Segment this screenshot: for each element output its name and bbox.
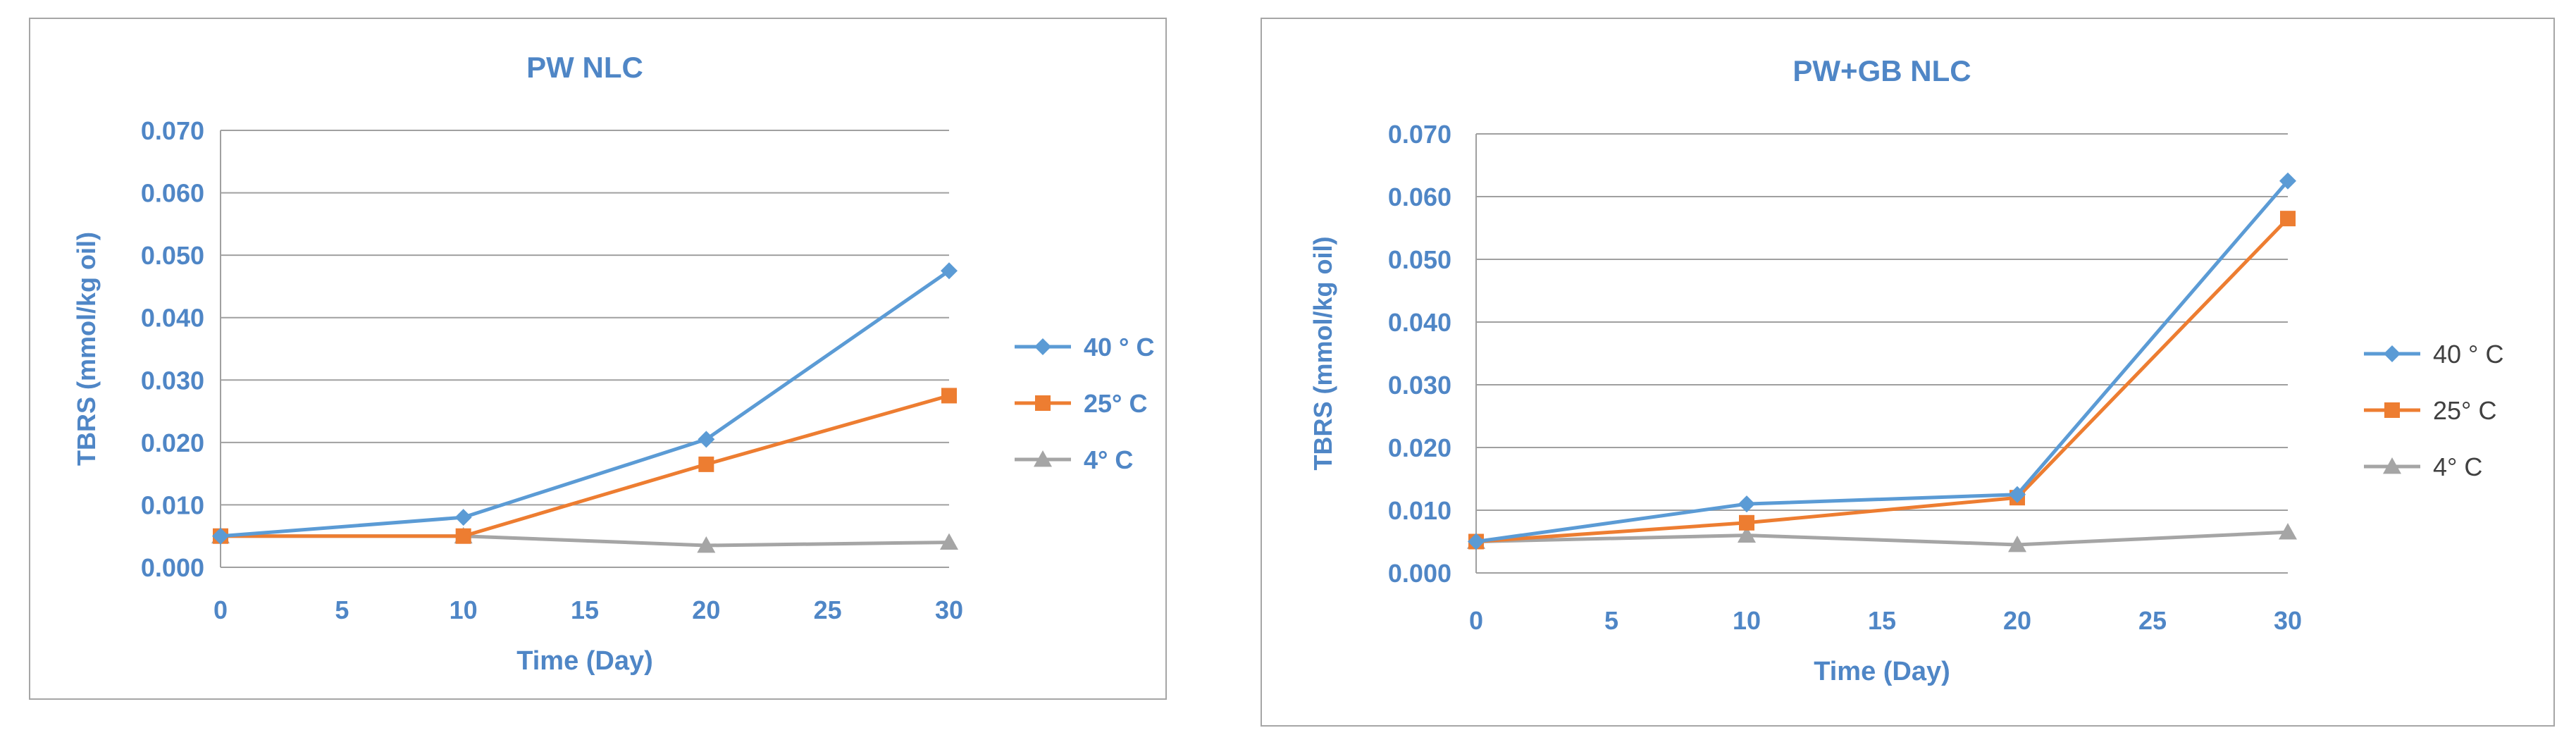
y-tick-label: 0.000 xyxy=(1388,559,1451,588)
data-point xyxy=(1739,514,1754,531)
y-tick-label: 0.040 xyxy=(141,304,204,333)
series-line xyxy=(221,394,950,538)
legend: 40 ° C 25° C 4° C xyxy=(1015,333,1154,474)
x-tick-label: 25 xyxy=(814,595,842,624)
legend-label: 4° C xyxy=(2433,452,2482,481)
legend-marker xyxy=(1034,338,1051,355)
x-axis-label: Time (Day) xyxy=(1814,657,1950,686)
data-point xyxy=(455,528,471,544)
chart-panel-1: PW NLC 0.000 0.010 0.020 0.030 0.040 0.050 0.06… xyxy=(29,18,1167,700)
data-point xyxy=(2008,535,2026,552)
x-tick-label: 5 xyxy=(1604,606,1618,635)
x-tick-label: 15 xyxy=(1868,606,1896,635)
legend-marker xyxy=(2383,457,2401,474)
x-axis-label: Time (Day) xyxy=(516,646,653,676)
y-tick-label: 0.020 xyxy=(141,428,204,457)
y-axis-label: TBRS (mmol/kg oil) xyxy=(72,232,101,466)
data-point xyxy=(1738,526,1756,543)
y-tick-label: 0.030 xyxy=(141,366,204,395)
data-point xyxy=(941,388,957,404)
chart-frame xyxy=(29,18,1167,700)
series-0 xyxy=(1468,172,2296,550)
x-tick-label: 30 xyxy=(935,595,963,624)
legend-label: 4° C xyxy=(1084,445,1133,474)
x-tick-label: 0 xyxy=(1469,606,1483,635)
legend-label: 25° C xyxy=(2433,396,2496,425)
y-tick-label: 0.070 xyxy=(1388,120,1451,149)
x-tick-label: 10 xyxy=(450,595,478,624)
y-axis-label: TBRS (mmol/kg oil) xyxy=(1308,237,1337,471)
data-point xyxy=(2279,172,2296,190)
data-point xyxy=(2280,211,2296,227)
data-point xyxy=(2009,486,2026,503)
legend-marker xyxy=(1034,450,1052,467)
data-point xyxy=(698,431,715,448)
series-line xyxy=(1475,530,2289,547)
data-point xyxy=(1738,495,1755,513)
y-tick-label: 0.010 xyxy=(141,490,204,519)
legend: 40 ° C 25° C 4° C xyxy=(2364,340,2503,481)
y-tick-label: 0.050 xyxy=(141,241,204,270)
x-tick-label: 25 xyxy=(2138,606,2167,635)
data-point xyxy=(697,536,716,553)
x-tick-label: 20 xyxy=(2003,606,2031,635)
x-tick-label: 5 xyxy=(335,595,349,624)
x-tick-label: 10 xyxy=(1733,606,1761,635)
legend-label: 40 ° C xyxy=(2433,340,2503,369)
series-0 xyxy=(212,262,958,545)
data-point xyxy=(940,533,958,550)
y-tick-label: 0.010 xyxy=(1388,496,1451,525)
x-tick-label: 15 xyxy=(571,595,599,624)
data-point xyxy=(212,527,229,545)
series-line xyxy=(1475,180,2289,543)
x-tick-label: 20 xyxy=(692,595,720,624)
data-point xyxy=(2279,523,2297,540)
legend-label: 25° C xyxy=(1084,389,1147,418)
y-tick-label: 0.030 xyxy=(1388,371,1451,400)
legend-marker xyxy=(1035,395,1051,411)
legend-label: 40 ° C xyxy=(1084,333,1154,362)
chart-frame xyxy=(1261,18,2555,727)
chart-title: PW+GB NLC xyxy=(1792,54,1971,87)
y-tick-label: 0.060 xyxy=(141,179,204,208)
data-point xyxy=(941,262,958,280)
series-line xyxy=(1475,217,2289,543)
chart-title: PW NLC xyxy=(526,51,643,84)
legend-marker xyxy=(2384,345,2401,362)
x-tick-label: 0 xyxy=(213,595,228,624)
y-tick-label: 0.070 xyxy=(141,116,204,145)
chart-panel-2: PW+GB NLC 0.000 0.010 0.020 0.030 0.040 0.050 0… xyxy=(1261,18,2555,727)
y-tick-label: 0.020 xyxy=(1388,433,1451,462)
y-tick-label: 0.060 xyxy=(1388,183,1451,211)
legend-marker xyxy=(2384,402,2400,418)
x-tick-label: 30 xyxy=(2274,606,2302,635)
y-tick-label: 0.040 xyxy=(1388,308,1451,337)
data-point xyxy=(1468,533,1485,550)
y-tick-label: 0.050 xyxy=(1388,245,1451,274)
series-line xyxy=(220,269,950,538)
data-point xyxy=(454,509,472,526)
y-tick-label: 0.000 xyxy=(141,553,204,582)
data-point xyxy=(698,456,714,472)
